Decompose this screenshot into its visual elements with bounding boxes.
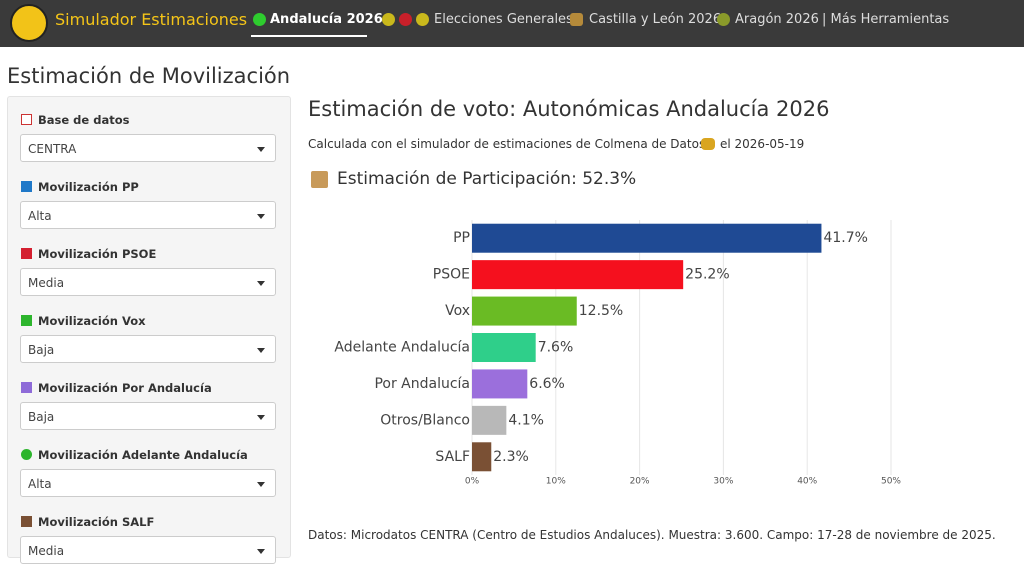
chart: 0% 10% 20% 30% 40% 50% PP 41.7% PSOE 25.2% Vox 12.5… [334, 220, 901, 487]
field-icon [21, 181, 32, 192]
icon [416, 13, 429, 26]
field-label: Movilización PP [38, 180, 139, 194]
x-tick-label: 20% [630, 477, 650, 487]
value-label: 4.1% [508, 412, 544, 428]
icon [399, 13, 412, 26]
x-tick-label: 50% [881, 477, 901, 487]
bar [472, 260, 684, 290]
select[interactable]: Alta [20, 469, 276, 497]
value-label: 25.2% [685, 267, 729, 283]
field-icon [21, 382, 32, 393]
field-label: Movilización Adelante Andalucía [38, 448, 248, 462]
footer: Datos: Microdatos CENTRA (Centro de Estu… [308, 528, 996, 542]
field-icon [21, 516, 32, 527]
field-label: Movilización SALF [38, 515, 155, 529]
x-tick-label: 10% [546, 477, 566, 487]
category-label: PSOE [433, 267, 470, 283]
bar [472, 223, 822, 253]
bar [472, 333, 536, 362]
bar [472, 296, 577, 326]
field-label: Movilización Vox [38, 314, 146, 328]
field-label: Movilización Por Andalucía [38, 381, 212, 395]
field-icon [21, 449, 32, 460]
field-icon [21, 315, 32, 326]
icon [253, 13, 266, 26]
logo[interactable] [10, 4, 48, 42]
value-label: 7.6% [538, 340, 574, 356]
field-label: Movilización PSOE [38, 247, 157, 261]
nav-item[interactable]: Andalucía 2026 [270, 12, 383, 27]
category-label: PP [453, 230, 470, 246]
sidebar-title: Estimación de Movilización [7, 64, 291, 88]
main-title: Estimación de voto: Autonómicas Andalucí… [308, 97, 830, 121]
bar [472, 369, 528, 399]
bar [472, 442, 492, 472]
icon [570, 13, 583, 26]
select[interactable]: Alta [20, 201, 276, 229]
nav-item[interactable]: Elecciones Generales [434, 12, 573, 27]
subtitle: Calculada con el simulador de estimacion… [308, 137, 706, 151]
bar [472, 405, 507, 435]
icon [382, 13, 395, 26]
x-tick-label: 0% [465, 477, 480, 487]
select[interactable]: Baja [20, 402, 276, 430]
nav-item[interactable]: Aragón 2026 [735, 12, 819, 27]
navbar: Simulador Estimaciones Andalucía 2026 El… [0, 0, 1024, 47]
icon [717, 13, 730, 26]
x-tick-label: 40% [797, 477, 817, 487]
select[interactable]: CENTRA [20, 134, 276, 162]
value-label: 2.3% [493, 449, 529, 465]
value-label: 12.5% [579, 303, 623, 319]
category-label: Otros/Blanco [380, 412, 470, 428]
sidebar: Base de datos CENTRA Movilización PP Alta Mo… [7, 96, 291, 564]
nav-item[interactable]: Castilla y León 2026 [589, 12, 722, 27]
select[interactable]: Baja [20, 335, 276, 363]
nav-item[interactable]: | Más Herramientas [822, 12, 950, 27]
subtitle: el 2026-05-19 [720, 137, 805, 151]
field-icon [21, 248, 32, 259]
brand[interactable]: Simulador Estimaciones [55, 10, 248, 29]
x-tick-label: 30% [713, 477, 733, 487]
field-label: Base de datos [38, 113, 130, 127]
bee-icon [701, 138, 715, 150]
value-label: 6.6% [529, 376, 565, 392]
category-label: Vox [445, 303, 470, 319]
select[interactable]: Media [20, 536, 276, 564]
category-label: SALF [435, 449, 470, 465]
value-label: 41.7% [823, 230, 867, 246]
field-icon [21, 114, 32, 125]
active-underline [251, 35, 367, 37]
category-label: Adelante Andalucía [334, 340, 470, 356]
select[interactable]: Media [20, 268, 276, 296]
participation: Estimación de Participación: 52.3% [337, 169, 637, 189]
category-label: Por Andalucía [374, 376, 470, 392]
box-icon [311, 171, 328, 188]
